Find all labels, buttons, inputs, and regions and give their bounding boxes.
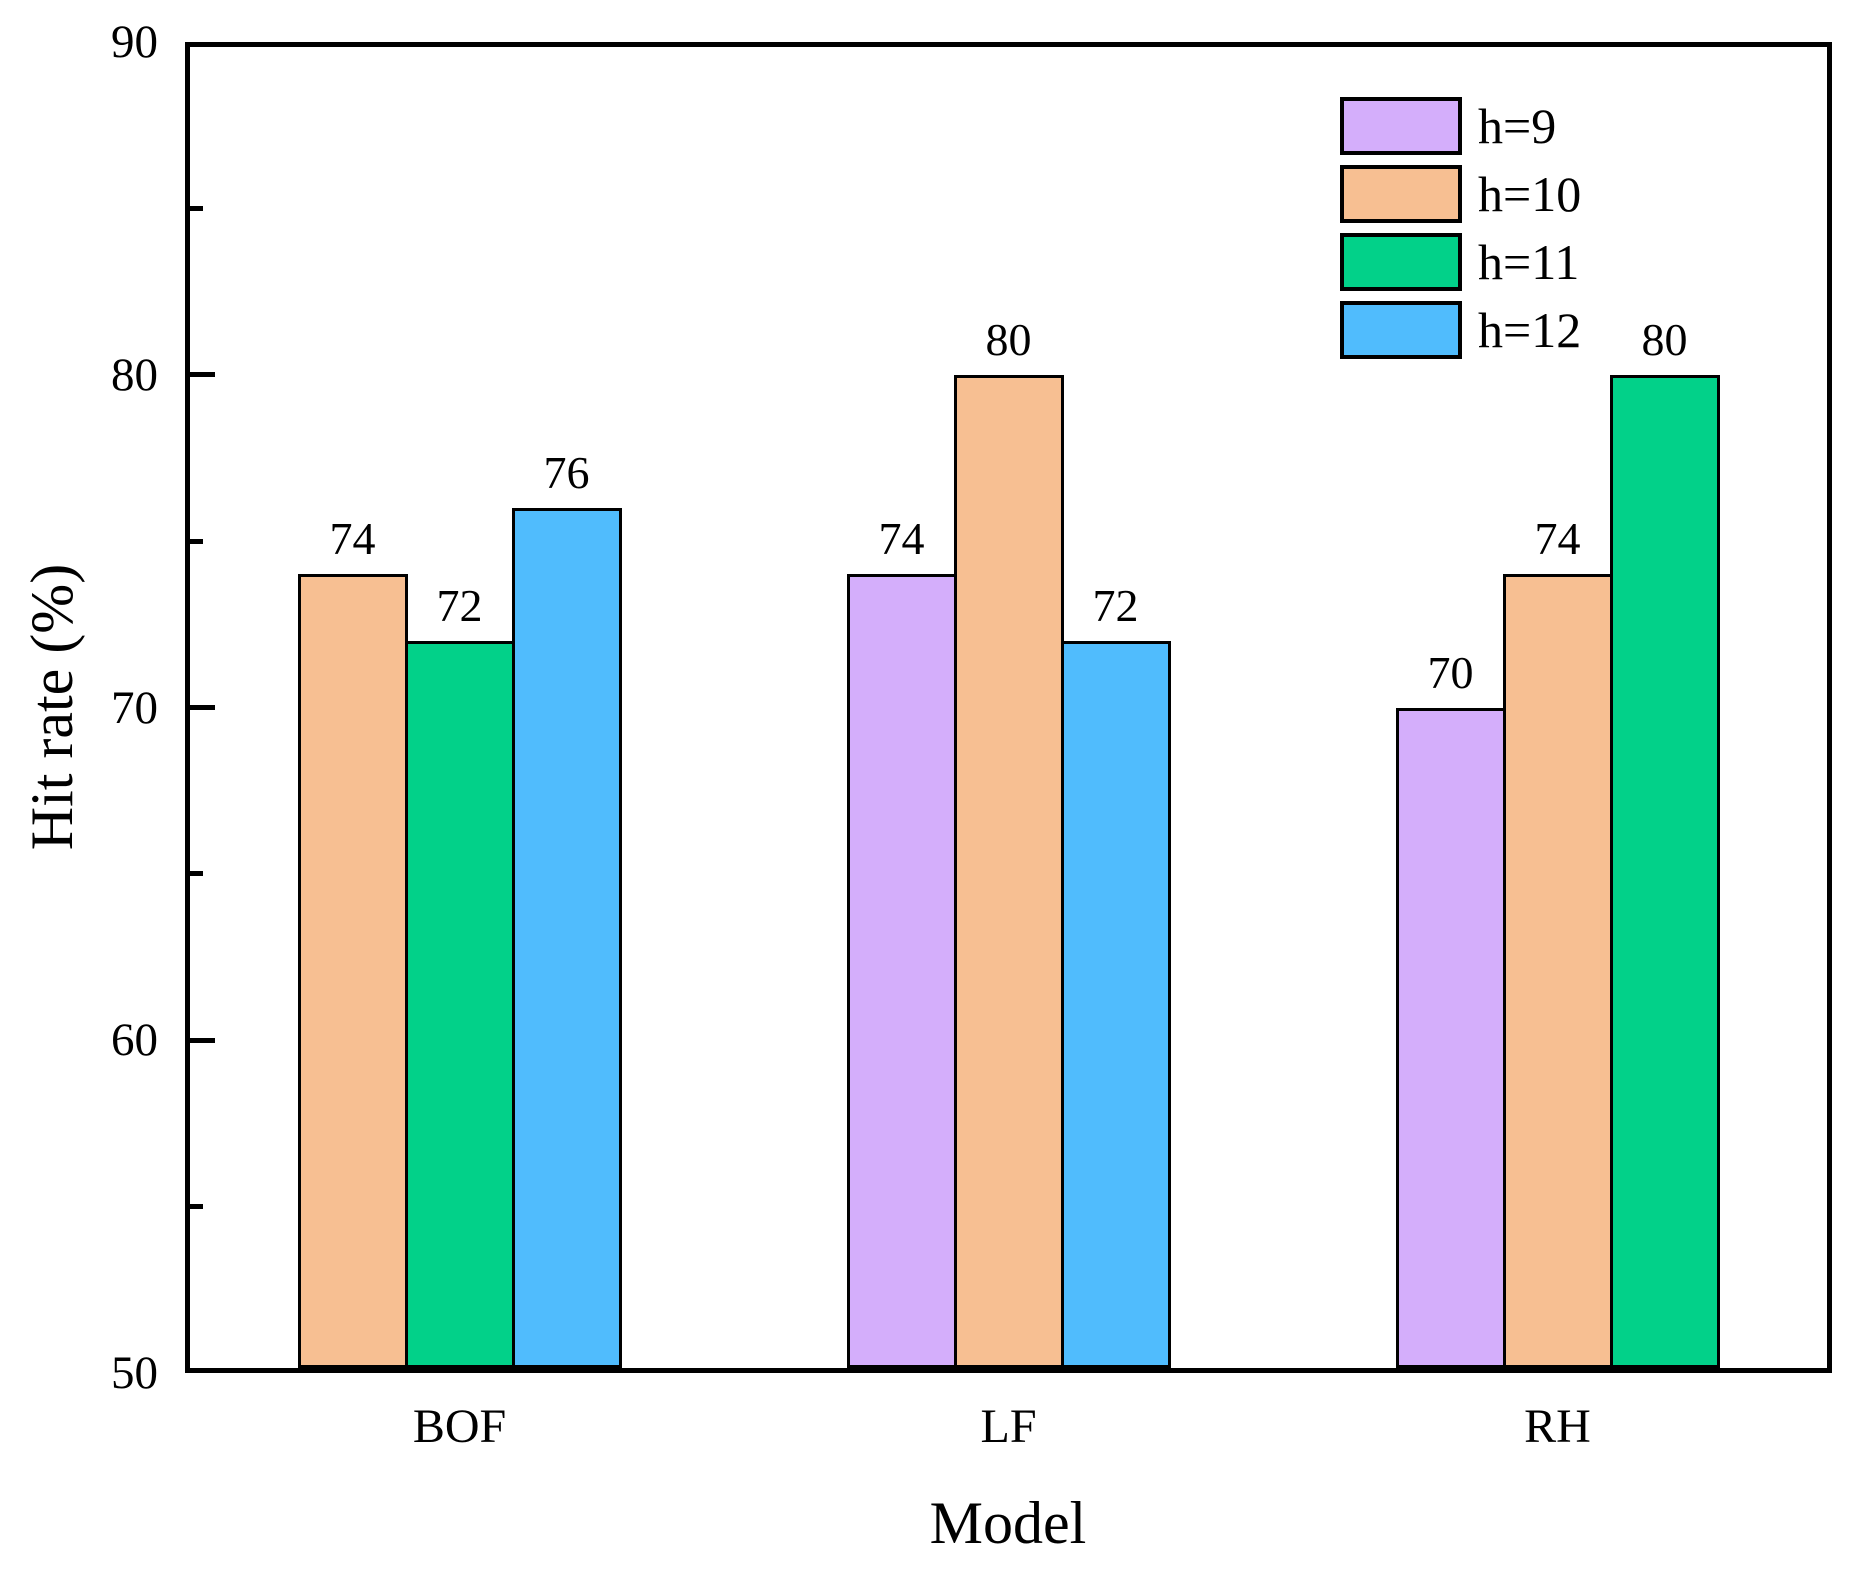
y-minor-tick: [190, 1204, 203, 1210]
bar-RH-h=11: [1609, 374, 1720, 1368]
y-minor-tick: [190, 871, 203, 877]
y-major-tick: [190, 42, 215, 45]
x-category-label: LF: [980, 1400, 1037, 1453]
legend-item: h=11: [1340, 233, 1581, 291]
legend-item: h=10: [1340, 165, 1581, 223]
legend-item: h=9: [1340, 97, 1581, 155]
bar-LF-h=12: [1060, 640, 1171, 1368]
bar-value-label: 72: [436, 579, 483, 631]
bar-RH-h=10: [1502, 574, 1613, 1368]
y-tick-label: 70: [111, 681, 158, 734]
bar-BOF-h=11: [404, 640, 515, 1368]
bar-value-label: 74: [329, 513, 376, 565]
legend-item: h=12: [1340, 301, 1581, 359]
bar-value-label: 76: [543, 446, 590, 498]
y-major-tick: [190, 372, 215, 378]
bar-value-label: 80: [985, 313, 1032, 365]
y-tick-label: 50: [111, 1347, 158, 1399]
legend-label: h=9: [1478, 98, 1557, 154]
y-major-tick: [190, 705, 215, 710]
plot-area: 74 72 76 74 80 72 70 74 80: [185, 42, 1832, 1373]
legend-swatch: [1340, 233, 1462, 291]
x-category-label: RH: [1524, 1400, 1591, 1453]
bar-value-label: 72: [1092, 579, 1139, 631]
y-minor-tick: [190, 205, 203, 211]
y-tick-label: 60: [111, 1014, 158, 1067]
legend-label: h=12: [1478, 302, 1582, 358]
y-major-tick: [190, 1371, 215, 1374]
y-tick-label: 80: [111, 348, 158, 401]
x-axis-title: Model: [929, 1490, 1087, 1556]
bar-BOF-h=12: [511, 507, 622, 1368]
legend-label: h=11: [1478, 234, 1580, 290]
y-axis-title: Hit rate (%): [19, 563, 85, 851]
y-minor-tick: [190, 538, 203, 544]
legend: h=9 h=10 h=11 h=12: [1340, 97, 1581, 359]
y-major-tick: [190, 1037, 215, 1043]
legend-label: h=10: [1478, 166, 1582, 222]
y-tick-label: 90: [111, 16, 158, 68]
bar-LF-h=9: [846, 574, 957, 1368]
bar-RH-h=9: [1395, 707, 1506, 1368]
bar-value-label: 80: [1641, 313, 1688, 365]
bar-value-label: 70: [1427, 646, 1474, 698]
bar-value-label: 74: [1534, 513, 1581, 565]
legend-swatch: [1340, 301, 1462, 359]
x-category-label: BOF: [412, 1400, 507, 1453]
legend-swatch: [1340, 97, 1462, 155]
bar-LF-h=10: [953, 374, 1064, 1368]
bar-value-label: 74: [878, 513, 925, 565]
legend-swatch: [1340, 165, 1462, 223]
bar-BOF-h=10: [297, 574, 408, 1368]
